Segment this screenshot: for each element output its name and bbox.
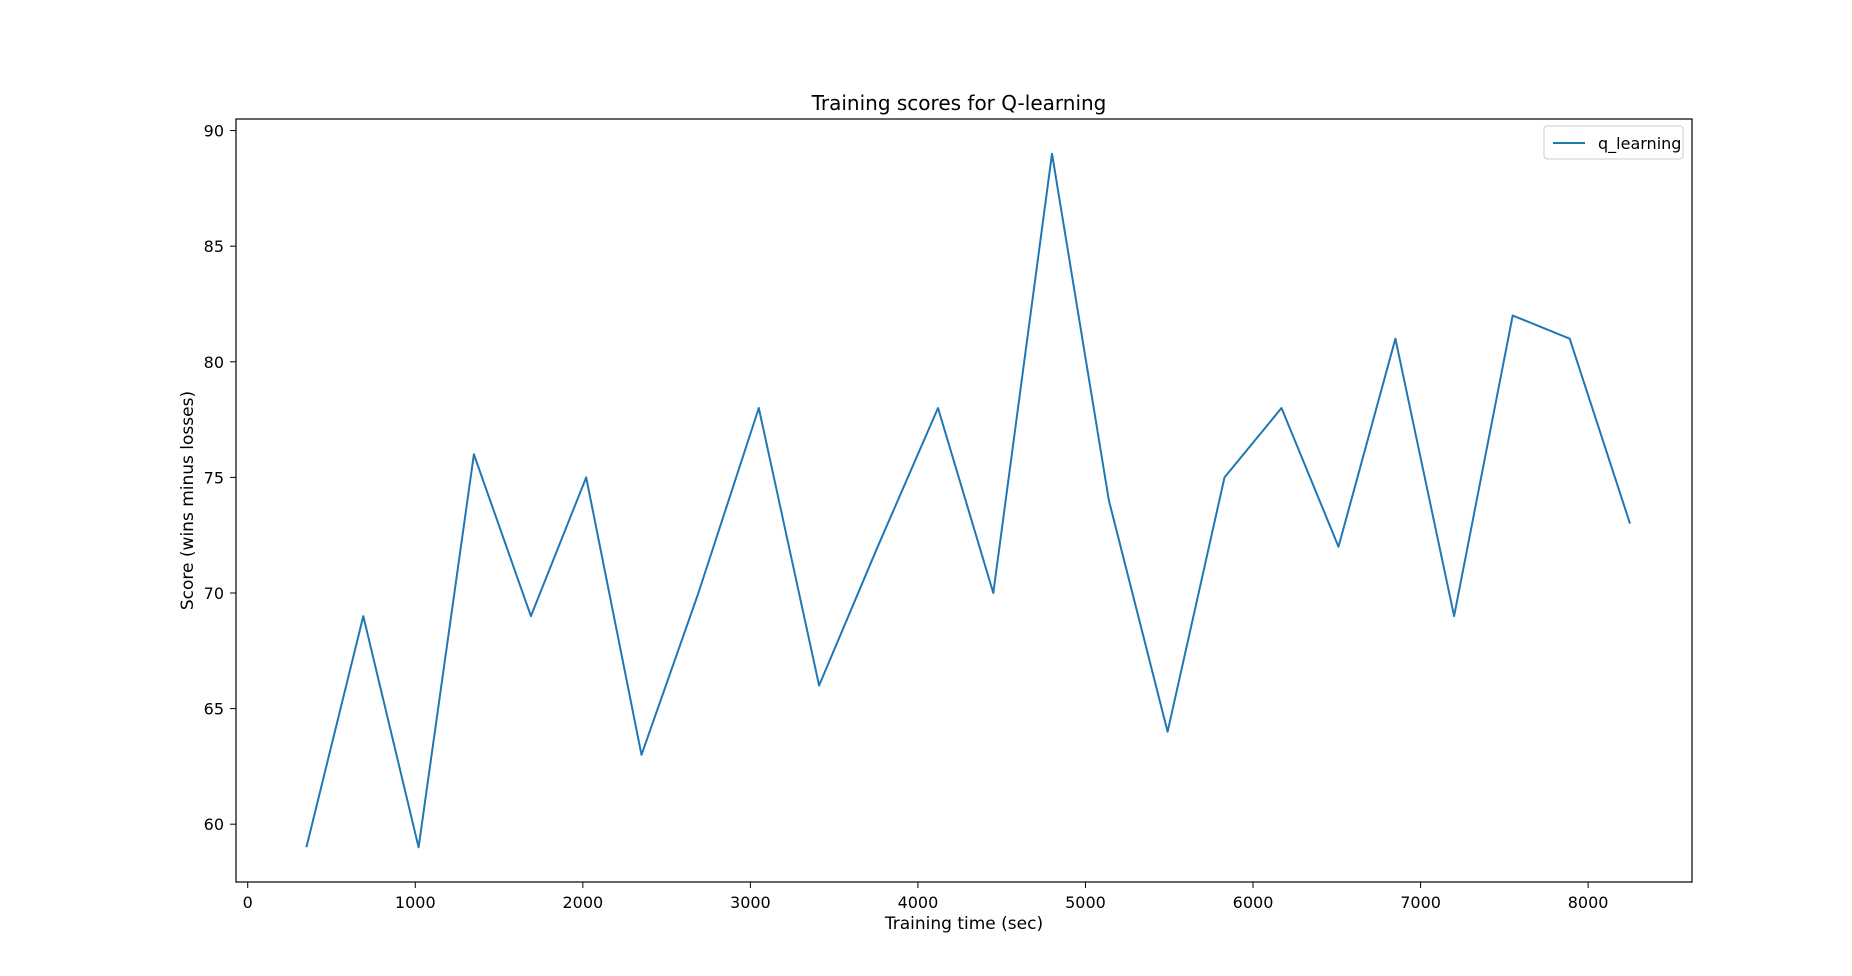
legend-label: q_learning <box>1598 134 1681 154</box>
x-axis: 0 1000 2000 3000 4000 5000 6000 7000 8000 <box>243 882 1609 912</box>
series-layer <box>305 152 1631 849</box>
x-tick-label: 0 <box>243 893 253 912</box>
series-line-q_learning <box>305 152 1631 849</box>
plot-area-frame <box>235 118 1693 883</box>
x-tick-label: 3000 <box>730 893 771 912</box>
y-tick-label: 90 <box>204 122 224 141</box>
x-tick-label: 4000 <box>898 893 939 912</box>
x-tick-label: 1000 <box>395 893 436 912</box>
legend: q_learning <box>1543 125 1684 160</box>
x-tick-label: 6000 <box>1233 893 1274 912</box>
y-tick-label: 70 <box>204 584 224 603</box>
x-axis-label: Training time (sec) <box>884 914 1043 934</box>
y-tick-label: 65 <box>204 700 224 719</box>
x-tick-label: 8000 <box>1568 893 1609 912</box>
y-tick-label: 75 <box>204 468 224 487</box>
y-tick-label: 60 <box>204 815 224 834</box>
legend-box <box>1543 125 1684 160</box>
y-tick-label: 85 <box>204 237 224 256</box>
y-axis-label: Score (wins minus losses) <box>178 391 198 610</box>
chart-title: Training scores for Q-learning <box>811 91 1107 115</box>
x-tick-label: 7000 <box>1400 893 1441 912</box>
x-tick-label: 5000 <box>1065 893 1106 912</box>
x-tick-label: 2000 <box>562 893 603 912</box>
y-tick-label: 80 <box>204 353 224 372</box>
y-axis: 60 65 70 75 80 85 90 <box>204 122 236 834</box>
